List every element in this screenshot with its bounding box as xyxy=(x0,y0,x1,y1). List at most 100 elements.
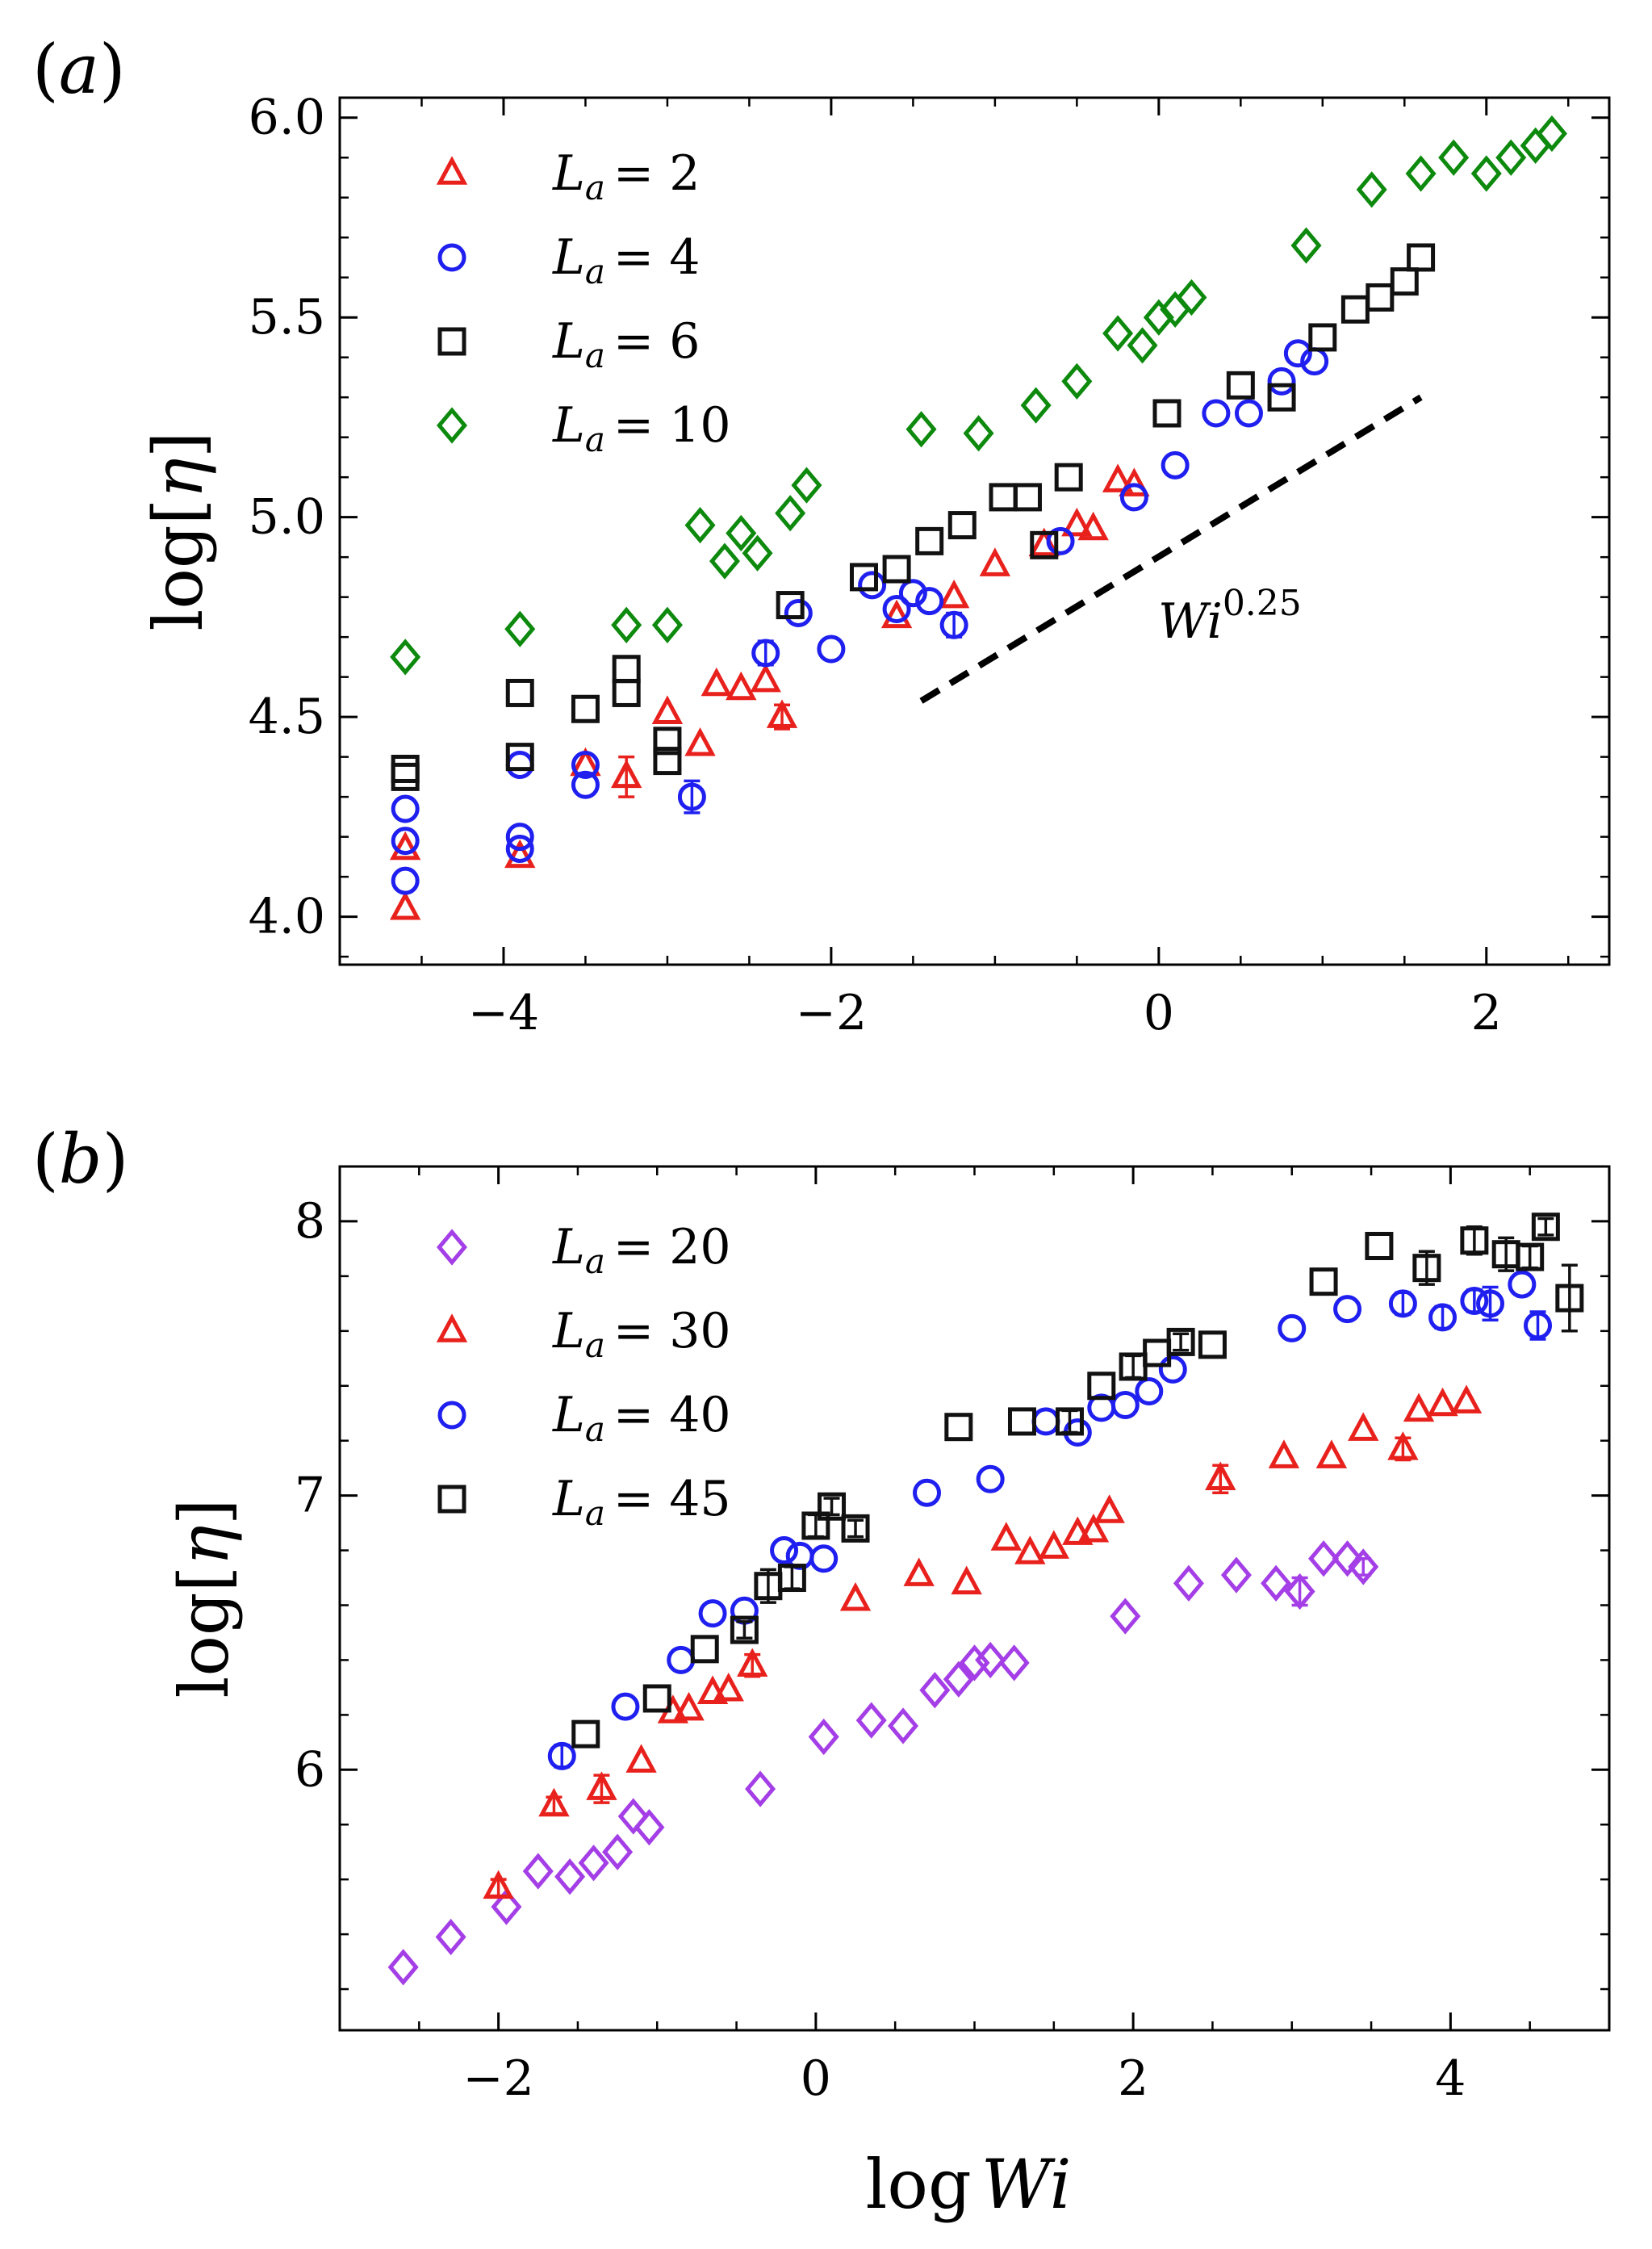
data-point xyxy=(1278,1313,1307,1342)
data-point xyxy=(1309,1267,1338,1296)
data-point xyxy=(684,506,716,544)
data-point xyxy=(990,1522,1023,1551)
series-2 xyxy=(389,463,1150,920)
data-point xyxy=(505,834,534,863)
x-tick-label: −4 xyxy=(468,985,539,1041)
data-point xyxy=(684,727,716,756)
legend-marker xyxy=(437,327,466,356)
data-point xyxy=(1077,1514,1110,1543)
data-point xyxy=(504,610,536,647)
data-point xyxy=(766,699,798,728)
panel-b-x-axis-title: log Wi xyxy=(866,2145,1072,2224)
data-point xyxy=(1038,1530,1070,1559)
data-point xyxy=(709,542,740,580)
data-point xyxy=(389,831,421,861)
data-point xyxy=(915,526,944,555)
legend-label: La = 10 xyxy=(552,397,731,459)
data-point xyxy=(745,1770,776,1807)
data-point xyxy=(776,591,805,620)
legend-marker xyxy=(437,243,466,272)
data-point xyxy=(882,555,911,584)
data-point xyxy=(1508,1270,1537,1299)
data-point xyxy=(1412,1254,1441,1283)
data-point xyxy=(1427,1387,1458,1417)
data-point xyxy=(1158,1355,1187,1384)
legend-marker xyxy=(436,156,468,185)
data-point xyxy=(817,634,846,664)
data-point xyxy=(915,587,944,616)
data-point xyxy=(1388,1289,1417,1318)
data-point xyxy=(1524,1311,1553,1340)
y-tick-label: 5.0 xyxy=(249,489,325,546)
data-point xyxy=(1173,1564,1204,1602)
data-point xyxy=(938,579,970,609)
data-point xyxy=(1315,1439,1348,1468)
data-point xyxy=(1119,483,1148,512)
data-point xyxy=(1450,1384,1483,1413)
data-point xyxy=(491,1888,522,1925)
data-point xyxy=(1390,267,1419,296)
data-point xyxy=(1202,399,1231,428)
legend-label: La = 20 xyxy=(552,1219,731,1281)
legend-entry: La = 6 xyxy=(437,313,700,375)
x-tick-label: 0 xyxy=(801,2050,831,2107)
legend-marker xyxy=(437,1485,466,1514)
data-point xyxy=(1332,1540,1363,1577)
data-point xyxy=(849,563,878,592)
y-tick-label: 4.5 xyxy=(249,689,325,745)
data-point xyxy=(611,759,642,789)
data-point xyxy=(505,823,534,852)
data-point xyxy=(505,678,534,707)
data-point xyxy=(939,610,968,639)
data-point xyxy=(586,1771,617,1800)
legend-label: La = 45 xyxy=(552,1471,731,1533)
data-point xyxy=(1077,511,1109,541)
data-point xyxy=(919,1672,951,1709)
data-point xyxy=(726,514,757,552)
legend-label: La = 4 xyxy=(552,229,700,291)
data-point xyxy=(701,667,733,697)
data-point xyxy=(483,1870,514,1899)
data-point xyxy=(617,1798,649,1835)
data-point xyxy=(1460,1226,1489,1255)
data-point xyxy=(777,1564,806,1593)
panel-a-ticks xyxy=(338,98,1609,965)
data-point xyxy=(651,695,684,724)
legend-entry: La = 45 xyxy=(437,1471,731,1533)
data-point xyxy=(1267,366,1296,396)
data-point xyxy=(642,1684,671,1713)
data-point xyxy=(390,639,421,676)
data-point xyxy=(522,1853,554,1890)
data-point xyxy=(726,671,757,701)
data-point xyxy=(742,534,773,572)
series-6 xyxy=(391,243,1436,791)
data-point xyxy=(1061,507,1093,537)
data-point xyxy=(975,1641,1006,1679)
series-45 xyxy=(571,1212,1584,1749)
data-point xyxy=(1267,383,1296,412)
data-point xyxy=(391,754,420,783)
data-point xyxy=(713,1673,744,1702)
data-point xyxy=(578,1845,609,1882)
data-point xyxy=(855,1702,887,1739)
data-point xyxy=(951,1565,982,1595)
data-point xyxy=(1152,399,1181,428)
data-point xyxy=(750,663,781,693)
data-point xyxy=(651,606,683,643)
data-point xyxy=(1127,327,1158,364)
data-point xyxy=(505,743,534,772)
data-point xyxy=(571,770,600,799)
data-point xyxy=(653,727,682,756)
data-point xyxy=(1014,1535,1046,1564)
data-point xyxy=(538,1787,570,1817)
x-tick-label: 0 xyxy=(1144,985,1174,1041)
data-point xyxy=(1495,139,1527,176)
series-4 xyxy=(391,339,1329,895)
data-point xyxy=(839,1581,872,1611)
y-tick-label: 4.0 xyxy=(249,889,325,945)
data-point xyxy=(667,1645,696,1674)
data-point xyxy=(1308,1540,1340,1577)
legend-entry: La = 10 xyxy=(436,397,731,459)
data-point xyxy=(1007,1407,1036,1436)
